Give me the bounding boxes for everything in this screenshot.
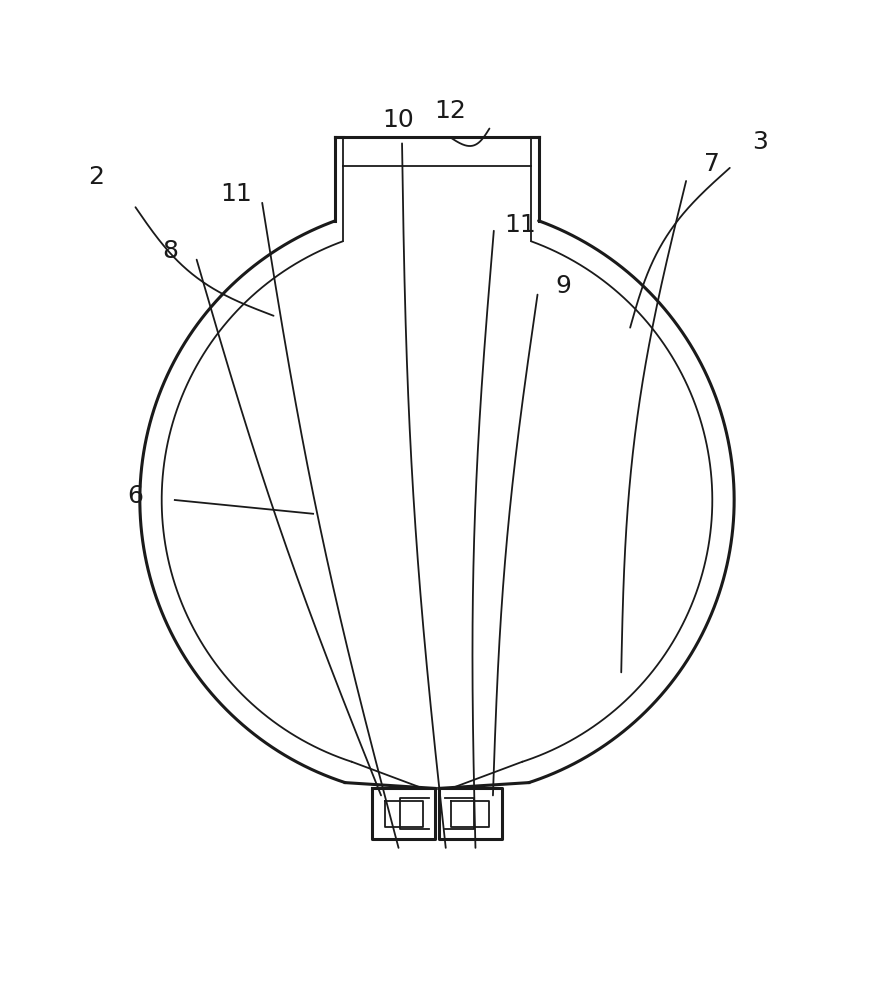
Text: 2: 2 bbox=[88, 165, 104, 189]
Text: 10: 10 bbox=[382, 108, 413, 132]
Text: 3: 3 bbox=[753, 130, 768, 154]
Text: 7: 7 bbox=[704, 152, 720, 176]
Text: 11: 11 bbox=[220, 182, 252, 206]
Text: 8: 8 bbox=[163, 239, 178, 263]
Text: 11: 11 bbox=[504, 213, 536, 237]
Text: 9: 9 bbox=[556, 274, 572, 298]
Text: 12: 12 bbox=[434, 99, 466, 123]
Text: 6: 6 bbox=[128, 484, 143, 508]
